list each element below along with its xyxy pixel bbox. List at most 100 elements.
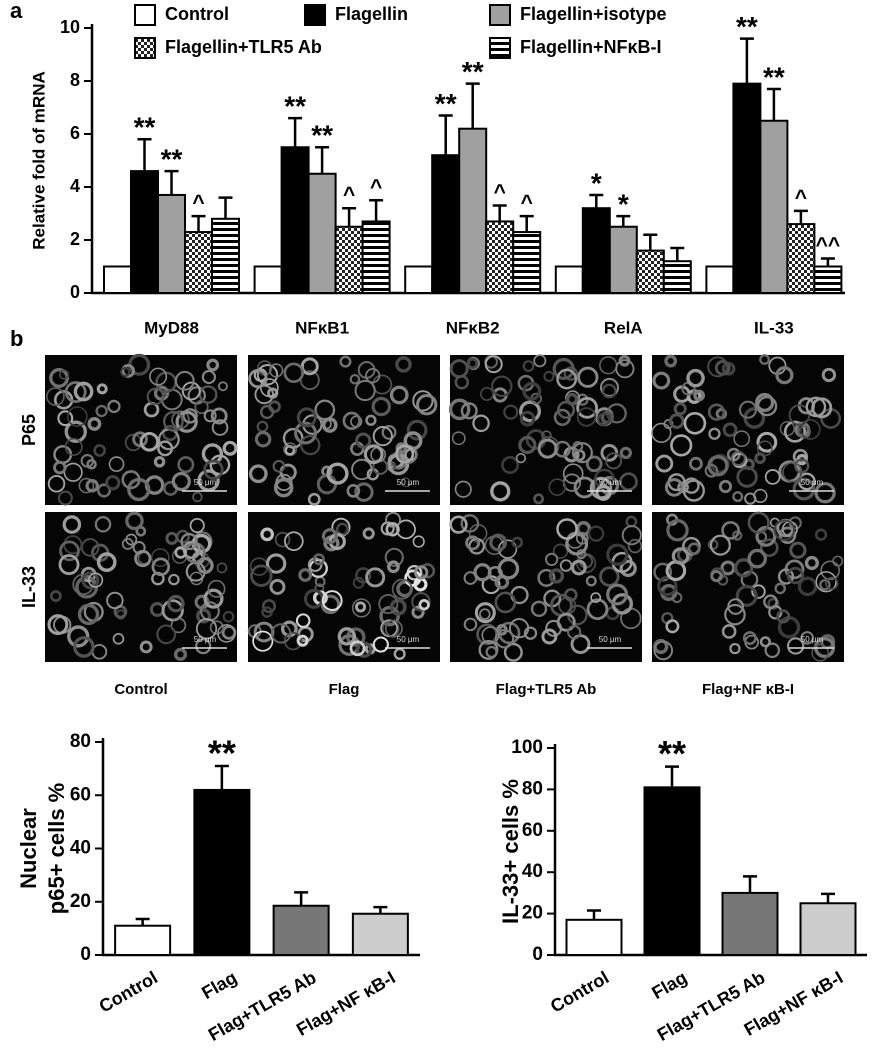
cell bbox=[503, 642, 523, 662]
cell bbox=[727, 598, 744, 615]
cell bbox=[132, 431, 148, 448]
cell bbox=[62, 515, 82, 534]
cell bbox=[577, 366, 599, 388]
significance-label: * bbox=[618, 189, 629, 220]
cell bbox=[687, 542, 701, 556]
cell bbox=[80, 454, 95, 468]
bar bbox=[404, 265, 434, 294]
cell bbox=[175, 410, 198, 433]
panel-label: b bbox=[10, 326, 23, 351]
legend-label: Control bbox=[165, 4, 229, 24]
scale-bar-label: 50 μm bbox=[599, 478, 622, 487]
cell bbox=[173, 647, 188, 661]
cell bbox=[346, 484, 361, 498]
cell bbox=[406, 419, 428, 441]
cell bbox=[94, 516, 112, 533]
cell bbox=[174, 546, 187, 559]
cell bbox=[339, 355, 352, 368]
cell bbox=[668, 413, 685, 429]
cell bbox=[381, 424, 397, 440]
cell bbox=[586, 598, 609, 621]
cell bbox=[599, 377, 620, 397]
cell bbox=[403, 431, 423, 451]
cell bbox=[395, 442, 408, 454]
cell bbox=[552, 543, 569, 559]
cell bbox=[599, 566, 620, 587]
cell bbox=[269, 578, 286, 595]
significance-label: ** bbox=[311, 120, 333, 151]
cell bbox=[533, 493, 545, 505]
cell bbox=[321, 528, 338, 545]
cell bbox=[365, 567, 386, 588]
y-axis-label: p65+ cells % bbox=[44, 783, 69, 914]
cell bbox=[218, 381, 228, 392]
cell bbox=[707, 403, 726, 421]
cell bbox=[537, 438, 558, 459]
cell bbox=[472, 414, 490, 433]
cell bbox=[541, 628, 558, 645]
y-tick-label: 20 bbox=[70, 891, 91, 912]
cell bbox=[177, 456, 195, 474]
cell bbox=[107, 399, 121, 414]
cell bbox=[652, 371, 671, 390]
bar bbox=[272, 904, 330, 957]
cell bbox=[296, 407, 317, 428]
cell bbox=[763, 594, 778, 610]
cell bbox=[108, 456, 125, 472]
cell bbox=[800, 631, 814, 645]
cell bbox=[710, 569, 723, 583]
error-bar bbox=[137, 138, 152, 172]
y-axis-label: Relative fold of mRNA bbox=[29, 71, 48, 250]
cell bbox=[522, 381, 542, 401]
cell bbox=[59, 540, 80, 562]
bar bbox=[114, 924, 172, 957]
cell bbox=[494, 629, 515, 649]
scale-bar-label: 50 μm bbox=[397, 478, 420, 487]
cell bbox=[395, 444, 415, 464]
cell bbox=[773, 519, 796, 541]
cell bbox=[786, 637, 805, 655]
cell bbox=[522, 360, 535, 372]
cell bbox=[479, 608, 491, 620]
cell bbox=[312, 553, 325, 566]
cell bbox=[764, 469, 781, 485]
cell bbox=[738, 400, 757, 419]
bar bbox=[554, 265, 584, 294]
cell bbox=[670, 434, 693, 457]
significance-label: ^^ bbox=[816, 234, 841, 257]
significance-label: ** bbox=[736, 11, 758, 42]
cell bbox=[811, 397, 833, 419]
bar bbox=[721, 891, 779, 957]
cell bbox=[351, 598, 372, 618]
cell bbox=[552, 357, 575, 381]
x-tick-label: NFκB2 bbox=[446, 318, 500, 337]
cell bbox=[804, 555, 819, 571]
cell bbox=[481, 575, 501, 595]
y-tick-label: 80 bbox=[522, 778, 543, 799]
cell bbox=[704, 463, 719, 478]
error-bar bbox=[191, 214, 206, 233]
y-tick-label: 40 bbox=[522, 861, 543, 882]
cell bbox=[485, 645, 498, 659]
cell bbox=[557, 400, 576, 419]
cell bbox=[203, 459, 224, 480]
cell bbox=[260, 404, 275, 420]
cell bbox=[775, 366, 794, 385]
cell bbox=[718, 479, 733, 494]
cell bbox=[576, 396, 599, 419]
cell bbox=[342, 411, 361, 431]
cell bbox=[789, 541, 807, 559]
cell bbox=[825, 576, 839, 590]
cell bbox=[474, 602, 496, 624]
cell bbox=[671, 547, 690, 565]
cell bbox=[724, 603, 746, 626]
cell bbox=[354, 379, 376, 402]
y-tick-label: 100 bbox=[511, 737, 543, 758]
cell bbox=[606, 543, 629, 566]
bar bbox=[705, 265, 735, 294]
cell bbox=[64, 381, 87, 403]
cell bbox=[585, 455, 603, 473]
cell bbox=[451, 431, 466, 446]
cell bbox=[819, 579, 831, 591]
